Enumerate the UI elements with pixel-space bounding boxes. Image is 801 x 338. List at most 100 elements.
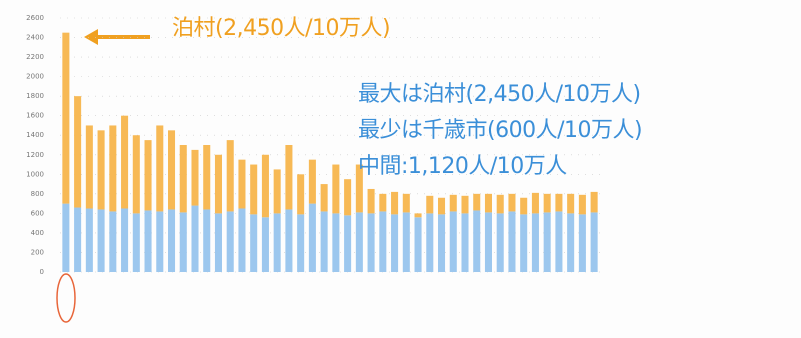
bar-segment <box>74 207 82 272</box>
bar-segment <box>121 115 129 209</box>
bar-segment <box>168 209 176 272</box>
bar-segment <box>250 214 258 272</box>
y-tick-label: 1400 <box>26 131 44 139</box>
bar-segment <box>226 211 234 272</box>
bar-segment <box>214 213 222 272</box>
bar-segment <box>308 159 316 204</box>
bar-segment <box>191 205 199 272</box>
y-tick-label: 800 <box>31 190 44 198</box>
bar-segment <box>391 191 399 215</box>
bar-segment <box>438 197 446 215</box>
bar-segment <box>414 213 422 218</box>
bar-segment <box>414 217 422 272</box>
bar-segment <box>132 135 140 214</box>
bar-segment <box>97 130 105 210</box>
bar-segment <box>261 217 269 272</box>
bar-segment <box>578 194 586 215</box>
bar-segment <box>531 192 539 214</box>
bar-segment <box>555 193 563 212</box>
bar-segment <box>449 194 457 212</box>
bar-segment <box>109 211 117 272</box>
y-tick-label: 600 <box>31 209 44 217</box>
bar-segment <box>402 212 410 272</box>
bar-segment <box>438 214 446 272</box>
bar-segment <box>132 213 140 272</box>
bar-segment <box>332 213 340 272</box>
bar-segment <box>285 209 293 272</box>
bar-segment <box>449 211 457 272</box>
bar-segment <box>238 159 246 209</box>
bar-segment <box>555 211 563 272</box>
bar-segment <box>578 214 586 272</box>
bar-segment <box>156 211 164 272</box>
bar-segment <box>496 194 504 214</box>
bar-segment <box>144 140 152 211</box>
bar-segment <box>344 179 352 216</box>
bar-segment <box>484 193 492 213</box>
y-tick-label: 0 <box>40 268 44 276</box>
bar-segment <box>261 154 269 218</box>
bar-segment <box>332 164 340 214</box>
bar-segment <box>508 211 516 272</box>
bar-segment <box>156 125 164 212</box>
bar-segment <box>62 203 70 272</box>
bar-segment <box>250 164 258 215</box>
arrow-head <box>84 29 98 45</box>
y-tick-label: 1200 <box>26 151 44 159</box>
bar-segment <box>297 214 305 272</box>
y-tick-label: 200 <box>31 248 44 256</box>
bar-segment <box>567 213 575 272</box>
note: 最少は千歳市(600人/10万人) <box>358 118 643 143</box>
highlight-ellipse <box>56 273 76 323</box>
bar-segment <box>508 193 516 212</box>
bar-segment <box>367 188 375 214</box>
bar-segment <box>285 145 293 210</box>
bar-segment <box>590 191 598 213</box>
bar-segment <box>85 125 93 209</box>
bar-segment <box>543 193 551 213</box>
bar-segment <box>473 210 481 272</box>
note: 最大は泊村(2,450人/10万人) <box>358 82 641 107</box>
bar-segment <box>520 214 528 272</box>
bar-segment <box>203 145 211 210</box>
bar-segment <box>355 164 363 213</box>
bar-segment <box>355 212 363 272</box>
bar-segment <box>74 96 82 208</box>
bar-segment <box>168 130 176 210</box>
bar-segment <box>273 213 281 272</box>
bar-segment <box>473 193 481 211</box>
bar-segment <box>344 215 352 272</box>
bar-segment <box>543 212 551 272</box>
bar-segment <box>320 211 328 272</box>
bar-segment <box>426 195 434 214</box>
bar-segment <box>567 193 575 214</box>
y-tick-label: 2200 <box>26 53 44 61</box>
bar-segment <box>62 32 70 204</box>
bar-segment <box>109 125 117 212</box>
bar-segment <box>367 213 375 272</box>
y-tick-label: 2600 <box>26 14 44 22</box>
bar-segment <box>391 214 399 272</box>
bar-segment <box>531 213 539 272</box>
bar-segment <box>379 211 387 272</box>
bar-segment <box>484 212 492 272</box>
bar-segment <box>203 209 211 272</box>
bar-segment <box>461 195 469 214</box>
y-tick-label: 400 <box>31 229 44 237</box>
y-tick-label: 1800 <box>26 92 44 100</box>
bar-segment <box>402 193 410 213</box>
bar-segment <box>297 174 305 215</box>
bar-segment <box>121 208 129 272</box>
bar-segment <box>320 184 328 212</box>
bar-segment <box>226 140 234 212</box>
bar-segment <box>97 209 105 272</box>
bar-segment <box>191 149 199 206</box>
bar-segment <box>214 154 222 214</box>
bar-segment <box>496 213 504 272</box>
bar-segment <box>273 169 281 214</box>
bar-segment <box>85 208 93 272</box>
y-tick-label: 2000 <box>26 73 44 81</box>
bar-segment <box>426 213 434 272</box>
bar-segment <box>520 197 528 215</box>
